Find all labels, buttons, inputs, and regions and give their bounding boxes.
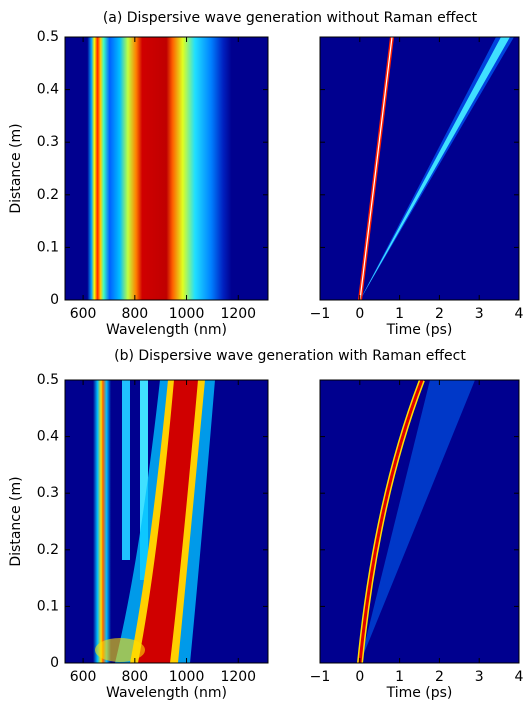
y-tick-label: 0.2: [37, 542, 59, 558]
x-tick-label: 0: [355, 669, 364, 685]
x-tick-label: 2: [435, 306, 444, 322]
y-tick-label: 0.2: [37, 187, 59, 203]
x-tick-label: 3: [475, 669, 484, 685]
y-tick-label: 0.4: [37, 429, 59, 445]
y-tick-label: 0.3: [37, 134, 59, 150]
x-tick-label: 800: [121, 669, 148, 685]
y-tick-label: 0: [50, 292, 59, 308]
heatmap-b-time: [320, 380, 519, 663]
plot-frame: [319, 379, 520, 664]
panel-title: (b) Dispersive wave generation with Rama…: [114, 348, 466, 364]
x-tick-label: 3: [475, 306, 484, 322]
x-tick-label: 1: [395, 669, 404, 685]
x-tick-label: 1000: [169, 306, 205, 322]
x-tick-label: 4: [515, 669, 524, 685]
x-axis-label: Time (ps): [386, 685, 453, 701]
y-tick-label: 0.5: [37, 372, 59, 388]
x-tick-label: 800: [121, 306, 148, 322]
heatmap-a-time: [320, 37, 519, 300]
plot-frame: [64, 36, 269, 301]
y-tick-label: 0.1: [37, 239, 59, 255]
y-axis-label: Distance (m): [8, 476, 24, 566]
heatmap-b-spectrum: [65, 380, 268, 663]
plot-frame: [319, 36, 520, 301]
x-tick-label: 1000: [169, 669, 205, 685]
y-tick-label: 0.5: [37, 29, 59, 45]
x-tick-label: 1: [395, 306, 404, 322]
x-tick-label: 1200: [220, 669, 256, 685]
plot-frame: [64, 379, 269, 664]
y-tick-label: 0.3: [37, 485, 59, 501]
y-tick-label: 0.4: [37, 82, 59, 98]
x-tick-label: 0: [355, 306, 364, 322]
x-tick-label: 1200: [220, 306, 256, 322]
panel-title: (a) Dispersive wave generation without R…: [103, 10, 478, 26]
x-tick-label: 600: [70, 306, 97, 322]
heatmap-a-spectrum: [65, 37, 268, 300]
y-tick-label: 0.1: [37, 598, 59, 614]
x-axis-label: Wavelength (nm): [106, 322, 227, 338]
x-axis-label: Time (ps): [386, 322, 453, 338]
x-tick-label: −1: [310, 306, 331, 322]
x-tick-label: 600: [70, 669, 97, 685]
y-axis-label: Distance (m): [8, 123, 24, 213]
x-axis-label: Wavelength (nm): [106, 685, 227, 701]
x-tick-label: 2: [435, 669, 444, 685]
x-tick-label: −1: [310, 669, 331, 685]
x-tick-label: 4: [515, 306, 524, 322]
y-tick-label: 0: [50, 655, 59, 671]
